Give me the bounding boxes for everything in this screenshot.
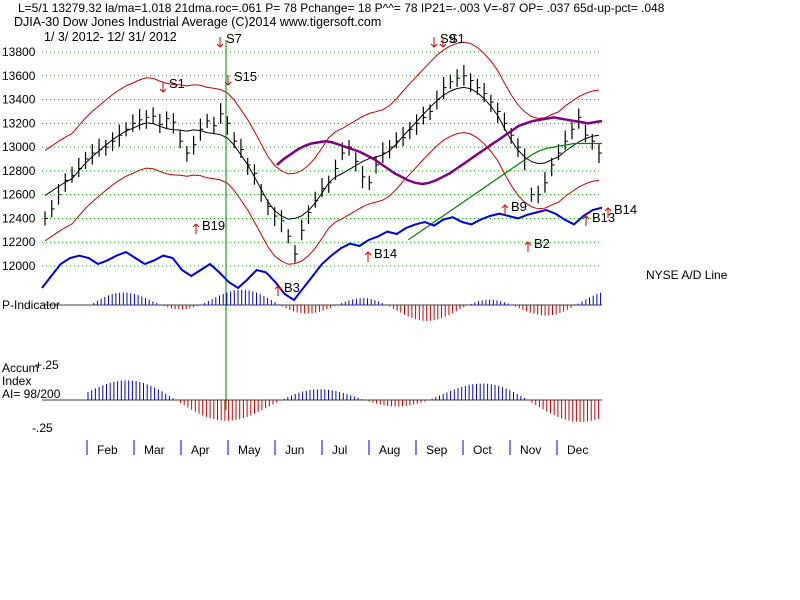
month-label: Nov	[520, 443, 541, 457]
signal-arrowhead	[430, 43, 438, 48]
signal-label-s1: S1	[169, 76, 185, 91]
signal-arrowhead	[159, 88, 167, 93]
signal-arrowhead	[192, 223, 200, 228]
y-tick-label: 13600	[2, 69, 36, 83]
y-tick-label: 12200	[2, 235, 36, 249]
header-line-3: 1/ 3/ 2012- 12/ 31/ 2012	[44, 30, 177, 44]
accum-top-value: +.25	[35, 358, 59, 372]
ad-line-label: NYSE A/D Line	[646, 268, 728, 282]
signal-label-b9: B9	[511, 199, 527, 214]
signal-label-b3: B3	[284, 280, 300, 295]
month-label: Apr	[191, 443, 210, 457]
y-axis-ticks: 13800 13600 13400 13200 13000 12800 12600 12400…	[2, 45, 36, 273]
month-label: Jun	[285, 443, 304, 457]
grid-lines	[42, 51, 602, 267]
signal-arrowhead	[604, 207, 612, 212]
y-tick-label: 12000	[2, 259, 36, 273]
y-tick-label: 12400	[2, 211, 36, 225]
accum-label-3: AI= 98/200	[2, 387, 61, 401]
signal-label-b13: B13	[592, 210, 615, 225]
signal-arrowhead	[501, 204, 509, 209]
month-label: Jul	[332, 443, 347, 457]
price-bars	[44, 65, 602, 263]
y-tick-label: 13200	[2, 116, 36, 130]
accum-label-2: Index	[2, 374, 31, 388]
signal-label-b19: B19	[202, 218, 225, 233]
signal-arrowhead	[274, 285, 282, 290]
ad-line	[41, 206, 603, 302]
signal-label-b2: B2	[534, 236, 550, 251]
signal-arrowhead	[439, 43, 447, 48]
ad-line-path	[41, 206, 603, 302]
signal-label-s1: S1	[449, 31, 465, 46]
signal-label-b14: B14	[374, 246, 397, 261]
signal-arrowhead	[364, 251, 372, 256]
signal-label-b14: B14	[614, 202, 637, 217]
accum-bottom-value: -.25	[32, 421, 53, 435]
signal-arrowhead	[524, 241, 532, 246]
month-label: Mar	[144, 443, 165, 457]
signal-arrowhead	[216, 43, 224, 48]
upper-band	[44, 41, 600, 175]
signal-label-s15: S15	[234, 69, 257, 84]
ma-green-line	[407, 142, 602, 241]
y-tick-label: 13400	[2, 93, 36, 107]
p-indicator-label: P-Indicator	[2, 298, 60, 312]
accum-label-1: Accum	[2, 361, 39, 375]
accum-panel	[42, 380, 602, 422]
month-label: Feb	[97, 443, 118, 457]
ma-purple-line	[276, 116, 603, 186]
x-axis-months: Feb Mar Apr May Jun Jul Aug Sep Oct Nov Dec	[86, 440, 588, 457]
y-tick-label: 12800	[2, 164, 36, 178]
signal-label-s9: S9	[440, 31, 456, 46]
signal-arrowhead	[582, 215, 590, 220]
month-label: May	[238, 443, 261, 457]
moving-averages	[276, 116, 603, 241]
month-label: Aug	[379, 443, 400, 457]
y-tick-label: 13800	[2, 45, 36, 59]
y-tick-label: 13000	[2, 140, 36, 154]
header-line-1: L=5/1 13279.32 la/ma=1.018 21dma.roc=.06…	[18, 1, 665, 15]
month-label: Sep	[426, 443, 448, 457]
p-indicator-panel	[42, 289, 602, 321]
header-line-2: DJIA-30 Dow Jones Industrial Average (C)…	[14, 15, 382, 29]
lower-band	[44, 132, 600, 265]
month-label: Dec	[567, 443, 588, 457]
month-label: Oct	[473, 443, 492, 457]
signal-label-s7: S7	[226, 31, 242, 46]
y-tick-label: 12600	[2, 188, 36, 202]
